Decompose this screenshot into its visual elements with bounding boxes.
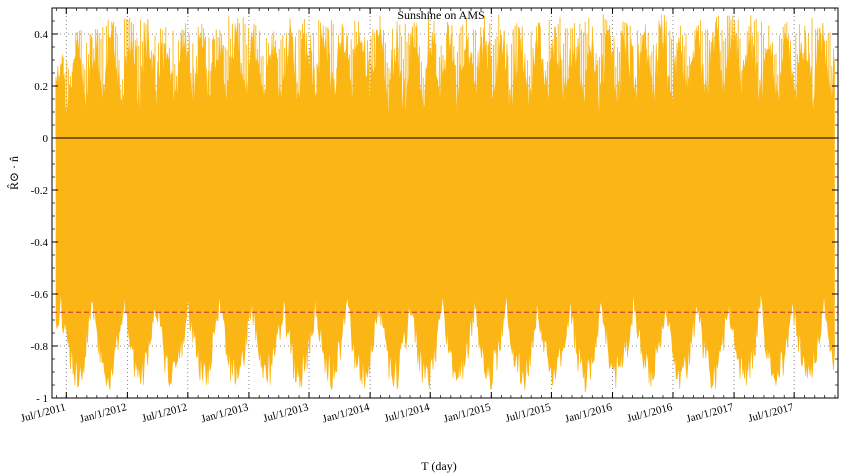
y-tick-label: -0.4 [31, 237, 49, 249]
chart-title: Sunshine on AMS [397, 8, 484, 22]
y-tick-label: -0.2 [31, 185, 48, 197]
x-tick-label: Jul/1/2014 [383, 401, 431, 425]
x-axis-title: T (day) [421, 459, 456, 473]
x-tick-label: Jan/1/2017 [685, 401, 735, 425]
y-tick-label: 0.2 [34, 81, 48, 93]
x-tick-label: Jan/1/2015 [442, 401, 492, 425]
x-tick-label: Jan/1/2012 [78, 401, 128, 425]
x-tick-label: Jul/1/2016 [626, 401, 674, 425]
x-tick-label: Jan/1/2014 [321, 401, 371, 425]
series-layer [55, 14, 835, 393]
y-tick-label: -0.8 [31, 341, 49, 353]
x-tick-label: Jan/1/2016 [564, 401, 614, 425]
y-axis-title: R̂⊙ · n̂ [7, 156, 21, 190]
x-tick-label: Jan/1/2013 [200, 401, 250, 425]
y-tick-label: 0.4 [34, 29, 48, 41]
x-tick-label: Jul/1/2013 [262, 401, 310, 425]
x-tick-label: Jul/1/2017 [747, 401, 795, 425]
reference-lines [52, 137, 838, 313]
y-tick-label: - 1 [36, 393, 48, 405]
x-tick-label: Jul/1/2015 [504, 401, 552, 425]
y-axis: - 1 -0.8 -0.6 -0.4 -0.2 0 0.2 0.4 [31, 7, 838, 405]
x-tick-label: Jul/1/2012 [141, 401, 189, 425]
y-tick-label: 0 [43, 133, 49, 145]
y-tick-label: -0.6 [31, 289, 49, 301]
